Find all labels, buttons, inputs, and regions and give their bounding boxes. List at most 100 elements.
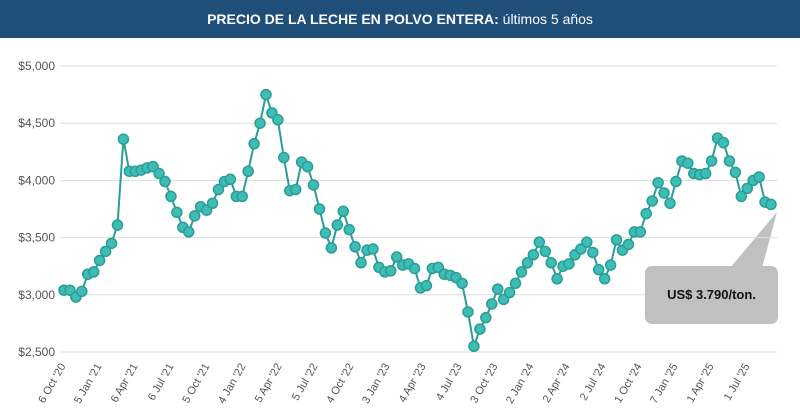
data-point	[515, 266, 528, 278]
data-point	[652, 176, 664, 189]
chart-title: PRECIO DE LA LECHE EN POLVO ENTERA: últi…	[0, 0, 800, 38]
x-tick-label: 4 Oct '22	[324, 362, 356, 406]
callout-pointer	[730, 212, 777, 268]
data-point	[664, 197, 676, 210]
title-rest: últimos 5 años	[498, 11, 593, 27]
data-point	[349, 241, 361, 253]
data-point	[76, 285, 88, 298]
data-point	[491, 283, 504, 295]
data-point	[587, 246, 599, 259]
x-tick-label: 2 Jan '24	[504, 362, 537, 406]
x-tick-label: 7 Jan '25	[648, 362, 681, 406]
data-point	[592, 263, 605, 276]
data-point	[111, 219, 124, 231]
data-point	[480, 311, 492, 324]
data-point	[598, 273, 611, 285]
data-point	[622, 238, 635, 251]
data-point	[307, 179, 320, 191]
data-point	[171, 206, 183, 219]
x-tick-label: 4 Jan '22	[216, 362, 249, 406]
data-point	[242, 165, 254, 177]
data-point	[765, 198, 777, 211]
data-point	[640, 207, 652, 220]
data-point	[486, 298, 498, 310]
data-point	[367, 243, 379, 255]
y-tick-label: $4,000	[18, 173, 55, 187]
x-tick-label: 2 Jul '24	[578, 362, 609, 403]
x-tick-label: 5 Apr '22	[253, 362, 285, 405]
data-point	[527, 249, 540, 261]
data-point	[206, 197, 219, 210]
data-point	[634, 226, 647, 238]
data-point	[343, 223, 355, 236]
data-point	[539, 245, 551, 258]
x-tick-label: 3 Oct '23	[468, 362, 500, 406]
y-tick-label: $4,500	[18, 116, 55, 130]
title-bold: PRECIO DE LA LECHE EN POLVO ENTERA:	[207, 11, 499, 27]
price-callout: US$ 3.790/ton.	[645, 266, 778, 324]
data-point	[390, 251, 403, 263]
x-tick-label: 5 Jan '21	[72, 362, 105, 406]
data-point	[188, 210, 201, 222]
x-tick-label: 4 Jul '23	[434, 362, 465, 403]
data-point	[165, 190, 177, 203]
data-point	[99, 245, 112, 258]
data-point	[462, 306, 474, 318]
data-point	[159, 175, 171, 188]
data-point	[563, 258, 575, 270]
data-point	[420, 279, 433, 292]
data-point	[212, 183, 225, 196]
x-tick-label: 6 Oct '20	[36, 362, 68, 406]
data-point	[456, 277, 468, 290]
data-point	[545, 257, 557, 269]
data-point	[272, 114, 284, 126]
x-tick-label: 6 Apr '21	[109, 362, 141, 405]
data-point	[604, 259, 617, 271]
data-point	[521, 257, 534, 269]
data-point	[236, 190, 248, 203]
data-point	[670, 175, 682, 188]
data-point	[468, 340, 480, 353]
data-point	[723, 155, 736, 167]
data-point	[278, 151, 290, 164]
data-point	[87, 266, 100, 278]
data-point	[93, 254, 106, 267]
y-tick-label: $3,000	[18, 288, 55, 302]
data-point	[331, 219, 344, 231]
x-tick-label: 1 Jul '25	[722, 362, 753, 403]
data-point	[385, 265, 397, 277]
data-point	[117, 133, 130, 145]
data-point	[355, 257, 367, 269]
x-tick-label: 1 Apr '25	[685, 362, 717, 405]
x-tick-label: 4 Apr '23	[397, 362, 429, 405]
data-point	[319, 227, 332, 239]
data-point	[705, 155, 718, 167]
data-point	[224, 173, 237, 186]
data-point	[533, 236, 546, 248]
data-point	[248, 138, 260, 150]
y-tick-label: $2,500	[18, 345, 55, 359]
data-point	[735, 190, 748, 203]
data-point	[741, 182, 753, 195]
data-point	[682, 157, 694, 169]
x-tick-label: 3 Jan '23	[360, 362, 393, 406]
data-point	[254, 117, 266, 129]
data-point	[289, 183, 302, 196]
data-point	[325, 242, 338, 254]
data-point	[260, 88, 272, 101]
data-point	[503, 286, 516, 299]
data-point	[729, 166, 742, 179]
data-point	[301, 160, 314, 173]
x-tick-label: 5 Oct '21	[180, 362, 212, 406]
data-point	[581, 236, 593, 248]
data-point	[509, 277, 522, 290]
data-point	[551, 273, 563, 285]
data-point	[646, 195, 658, 207]
data-point	[153, 167, 165, 180]
x-tick-label: 5 Jul '22	[290, 362, 321, 403]
x-tick-label: 6 Jul '21	[146, 362, 177, 403]
data-point	[408, 262, 421, 275]
data-point	[337, 205, 349, 218]
data-point	[105, 237, 118, 250]
data-point	[610, 234, 623, 246]
